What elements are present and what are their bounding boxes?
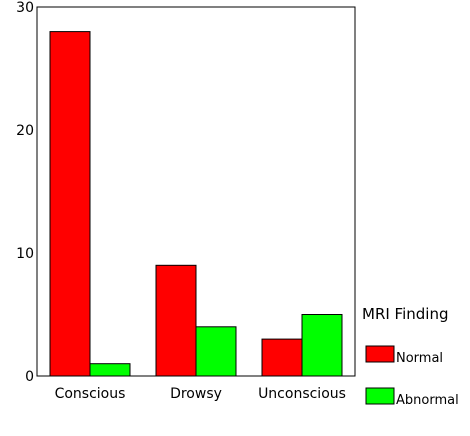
x-axis: Conscious Drowsy Unconscious	[55, 386, 346, 402]
y-tick-label: 20	[16, 123, 34, 139]
x-tick-label: Drowsy	[170, 386, 222, 402]
bar-abnormal-conscious	[89, 363, 131, 377]
legend-label-normal: Normal	[396, 351, 443, 366]
legend-swatch-normal	[365, 345, 395, 363]
y-tick-label: 10	[16, 246, 34, 262]
x-tick-label: Conscious	[55, 386, 126, 402]
bar-abnormal-drowsy	[195, 326, 237, 377]
y-tick-label: 0	[25, 369, 34, 385]
bar-normal-conscious	[49, 31, 91, 377]
legend: MRI Finding Normal Abnormal	[362, 305, 459, 408]
legend-title: MRI Finding	[362, 305, 448, 323]
bar-normal-drowsy	[155, 264, 197, 377]
bars-group	[49, 31, 343, 377]
y-tick-label: 30	[16, 0, 34, 16]
bar-normal-unconscious	[261, 338, 303, 377]
bar-abnormal-unconscious	[301, 314, 343, 377]
legend-label-abnormal: Abnormal	[396, 393, 459, 408]
legend-swatch-abnormal	[365, 387, 395, 405]
x-tick-label: Unconscious	[258, 386, 346, 402]
y-axis: 0 10 20 30	[16, 0, 34, 385]
